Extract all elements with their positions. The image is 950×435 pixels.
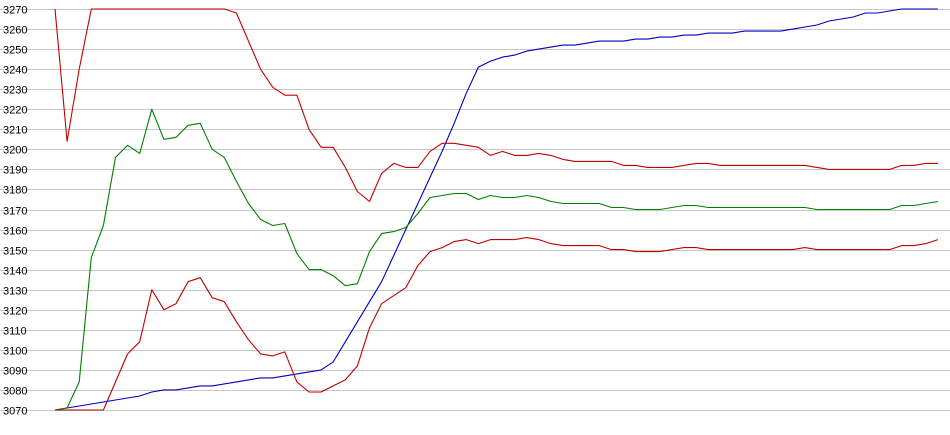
y-tick-label: 3130: [3, 286, 27, 298]
y-tick-label: 3220: [3, 105, 27, 117]
y-tick-label: 3110: [3, 326, 27, 338]
y-tick-label: 3080: [3, 386, 27, 398]
y-axis-ticks: 3070 3080 3090 3100 3110 3120 3130 3140 3150 3160…: [3, 5, 27, 418]
y-tick-label: 3270: [3, 5, 27, 17]
y-tick-label: 3100: [3, 346, 27, 358]
y-tick-label: 3120: [3, 306, 27, 318]
y-tick-label: 3160: [3, 226, 27, 238]
series-line-4: [55, 237, 939, 411]
series-line-3: [54, 108, 939, 411]
y-tick-label: 3230: [3, 85, 27, 97]
y-tick-label: 3090: [3, 366, 27, 378]
series-line-2: [54, 8, 938, 203]
y-tick-label: 3140: [3, 266, 27, 278]
y-tick-label: 3240: [3, 65, 27, 77]
gridlines: [0, 9, 950, 411]
y-tick-label: 3150: [3, 246, 27, 258]
series-lines: [54, 8, 939, 411]
series-line-1: [54, 8, 938, 411]
y-tick-label: 3170: [3, 206, 27, 218]
y-tick-label: 3250: [3, 45, 27, 57]
y-tick-label: 3210: [3, 125, 27, 137]
y-tick-label: 3070: [3, 406, 27, 418]
y-tick-label: 3180: [3, 185, 27, 197]
y-tick-label: 3260: [3, 25, 27, 37]
y-tick-label: 3190: [3, 165, 27, 177]
y-tick-label: 3200: [3, 145, 27, 157]
